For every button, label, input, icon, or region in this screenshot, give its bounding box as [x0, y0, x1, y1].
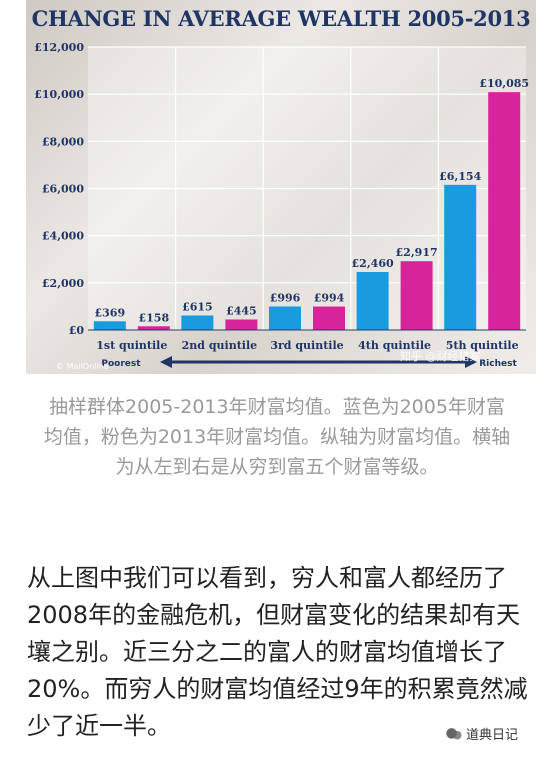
y-tick-label: £8,000 [42, 135, 84, 148]
bar-value-label: £615 [182, 300, 213, 313]
wechat-icon [446, 728, 462, 740]
y-tick-label: £4,000 [42, 230, 84, 243]
bar [225, 319, 258, 330]
x-tick-label: 3rd quintile [270, 339, 343, 352]
bar-value-label: £6,154 [439, 170, 481, 183]
bar [444, 184, 477, 330]
chart-panel: CHANGE IN AVERAGE WEALTH 2005-2013 £0 £2,… [26, 0, 536, 374]
bar [313, 306, 345, 330]
bar-value-label: £2,917 [396, 246, 438, 259]
y-tick-label: £0 [69, 324, 85, 337]
account-badge[interactable]: 道典日记 [446, 724, 518, 743]
bar-value-label: £10,085 [479, 77, 529, 90]
poorest-label: Poorest [101, 359, 141, 369]
bar [137, 326, 170, 330]
bar [269, 306, 301, 330]
bar-value-label: £2,460 [352, 257, 394, 270]
watermark: 知乎 @财经猎案 [400, 350, 481, 363]
bar-chart: £0 £2,000 £4,000 £6,000 £8,000 £10,000 £12,000… [34, 41, 529, 369]
image-caption: 抽样群体2005-2013年财富均值。蓝色为2005年财富均值，粉色为2013年… [43, 396, 511, 478]
bar [181, 315, 214, 330]
x-tick-label: 4th quintile [358, 339, 431, 352]
y-tick-label: £6,000 [42, 183, 84, 196]
chart-title: CHANGE IN AVERAGE WEALTH 2005-2013 [31, 6, 531, 31]
bar [488, 92, 521, 331]
arrow-head-right [465, 356, 477, 368]
account-name: 道典日记 [466, 728, 519, 743]
y-tick-label: £2,000 [42, 277, 84, 290]
bar [356, 271, 389, 330]
x-tick-label: 5th quintile [446, 339, 519, 352]
article-paragraph: 从上图中我们可以看到，穷人和富人都经历了2008年的金融危机，但财富变化的结果却… [27, 564, 528, 740]
y-tick-label: £10,000 [34, 88, 84, 101]
source-label: © MailOnline [56, 362, 109, 371]
bar-value-label: £996 [270, 292, 301, 305]
y-tick-label: £12,000 [34, 41, 84, 54]
bar [400, 261, 433, 330]
bar-value-label: £994 [314, 292, 345, 305]
bar [93, 321, 126, 330]
x-tick-label: 1st quintile [96, 339, 167, 352]
richest-label: Richest [479, 359, 517, 369]
bar-value-label: £369 [94, 306, 125, 319]
arrow-head-left [160, 356, 172, 368]
bar-value-label: £445 [226, 305, 257, 318]
bar-value-label: £158 [138, 311, 169, 324]
x-tick-label: 2nd quintile [182, 339, 257, 352]
